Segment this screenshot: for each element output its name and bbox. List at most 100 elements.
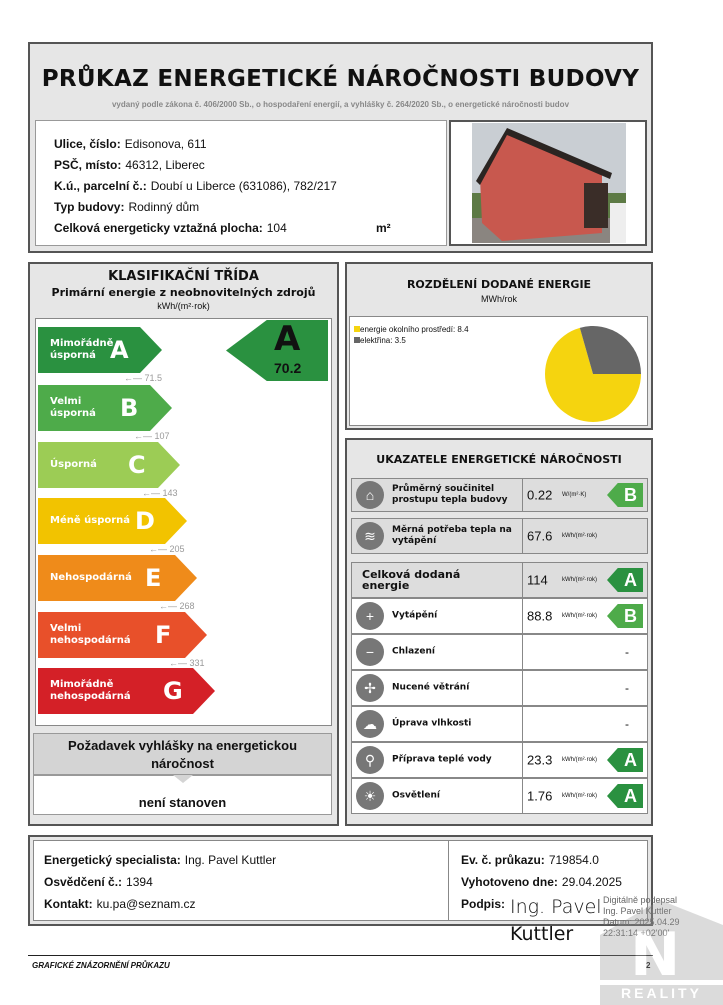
bar-letter: E xyxy=(145,564,162,592)
house-icon: ⌂ xyxy=(356,481,384,509)
svg-text:N: N xyxy=(630,920,680,980)
date-value: 29.04.2025 xyxy=(561,875,622,889)
field-label: Ulice, číslo: xyxy=(54,137,121,151)
bar-label: Úsporná xyxy=(50,459,97,470)
page-subtitle: vydaný podle zákona č. 406/2000 Sb., o h… xyxy=(111,100,570,109)
bar-letter: C xyxy=(128,451,146,479)
digital-signature-line: Datum: 2025.04.29 xyxy=(603,917,680,928)
specialist-name: Ing. Pavel Kuttler xyxy=(184,853,277,867)
indicator-value: 23.3 xyxy=(527,752,553,768)
specialist-details: Energetický specialista: Ing. Pavel Kuttl… xyxy=(33,840,648,921)
date-label: Vyhotoveno dne: xyxy=(461,875,558,889)
signature-label: Podpis: xyxy=(461,897,505,911)
bar-label: Nehospodárná xyxy=(50,572,132,583)
bar-letter: G xyxy=(163,677,183,705)
indicator-row: ☀ Osvětlení 1.76 kWh/(m²·rok) A xyxy=(351,778,648,814)
digital-signature: Digitálně podepsal Ing. Pavel Kuttler Da… xyxy=(603,895,680,939)
contact-label: Kontakt: xyxy=(44,897,93,911)
indicator-value: - xyxy=(625,681,629,695)
field-value: Rodinný dům xyxy=(128,200,200,214)
faucet-icon: ⚲ xyxy=(356,746,384,774)
pie-legend: energie okolního prostředí: 8.4 elektřin… xyxy=(354,324,469,346)
indicator-name: Průměrný součinitel prostupu tepla budov… xyxy=(392,484,508,505)
column-divider xyxy=(522,707,523,741)
bar-letter: F xyxy=(155,621,172,649)
field-value: 46312, Liberec xyxy=(125,158,205,172)
indicator-row: ✢ Nucené větrání - xyxy=(351,670,648,706)
field-label: PSČ, místo: xyxy=(54,158,122,172)
energy-class-bar-f: Velmi nehospodárná F xyxy=(38,612,207,658)
distribution-title: ROZDĚLENÍ DODANÉ ENERGIE xyxy=(406,278,592,291)
indicator-value: 0.22 xyxy=(527,487,553,503)
indicator-class-badge: B xyxy=(607,604,643,628)
indicator-name: Úprava vlhkosti xyxy=(392,718,472,729)
legend-label: energie okolního prostředí: 8.4 xyxy=(360,325,469,334)
signature-name-line2: Kuttler xyxy=(510,923,574,945)
energy-class-bar-e: Nehospodárná E xyxy=(38,555,197,601)
energy-class-bar-b: Velmi úsporná B xyxy=(38,385,172,431)
humidity-icon: ☁ xyxy=(356,710,384,738)
indicator-name: Osvětlení xyxy=(392,790,440,801)
indicator-unit: kWh/(m²·rok) xyxy=(562,757,597,763)
classification-title: KLASIFIKAČNÍ TŘÍDA xyxy=(108,269,259,284)
lightbulb-icon: ☀ xyxy=(356,782,384,810)
energy-class-bar-a: Mimořádně úsporná A xyxy=(38,327,162,373)
certificate-number: 1394 xyxy=(126,875,153,889)
indicator-row: ⚲ Příprava teplé vody 23.3 kWh/(m²·rok) … xyxy=(351,742,648,778)
indicator-value: 114 xyxy=(527,572,548,588)
indicator-value: 88.8 xyxy=(527,608,553,624)
class-threshold: ←— 331 xyxy=(169,658,205,668)
class-threshold: ←— 143 xyxy=(142,488,178,498)
indicator-value: - xyxy=(625,645,629,659)
bar-label: Mimořádně úsporná xyxy=(50,338,114,361)
building-photo-frame xyxy=(449,120,647,246)
digital-signature-line: Ing. Pavel Kuttler xyxy=(603,906,672,916)
column-divider xyxy=(522,479,523,511)
bar-letter: B xyxy=(120,394,139,422)
specialist-label: Energetický specialista: xyxy=(44,853,181,867)
class-threshold: ←— 71.5 xyxy=(124,373,163,383)
column-divider xyxy=(522,635,523,669)
footer-text: GRAFICKÉ ZNÁZORNĚNÍ PRŮKAZU xyxy=(32,961,170,970)
column-divider xyxy=(522,779,523,813)
indicator-name: Nucené větrání xyxy=(392,682,470,693)
indicator-row: Celková dodaná energie 114 kWh/(m²·rok) … xyxy=(351,562,648,598)
indicator-name: Měrná potřeba tepla na vytápění xyxy=(392,525,512,546)
distribution-chart: energie okolního prostředí: 8.4 elektřin… xyxy=(349,316,648,426)
page-number: 2 xyxy=(646,961,650,970)
certificate-label: Osvědčení č.: xyxy=(44,875,123,889)
divider xyxy=(448,841,449,920)
field-value: 104 xyxy=(266,221,287,235)
digital-signature-line: Digitálně podepsal xyxy=(603,895,678,905)
indicator-row: ☁ Úprava vlhkosti - xyxy=(351,706,648,742)
indicator-row: + Vytápění 88.8 kWh/(m²·rok) B xyxy=(351,598,648,634)
legend-swatch xyxy=(354,326,360,332)
class-threshold: ←— 268 xyxy=(159,601,195,611)
indicator-value: - xyxy=(625,717,629,731)
indicator-unit: kWh/(m²·rok) xyxy=(562,533,597,539)
indicator-class-badge: A xyxy=(607,748,643,772)
requirement-title: Požadavek vyhlášky na energetickou nároč… xyxy=(33,733,332,775)
column-divider xyxy=(522,519,523,553)
legend-swatch xyxy=(354,337,360,343)
indicator-name: Příprava teplé vody xyxy=(392,754,492,765)
field-value: Doubí u Liberce (631086), 782/217 xyxy=(150,179,337,193)
bar-label: Méně úsporná xyxy=(50,515,131,526)
indicator-name: Vytápění xyxy=(392,610,438,621)
indicator-unit: W/(m²·K) xyxy=(562,492,587,498)
indicator-value: 67.6 xyxy=(527,528,553,544)
contact-email[interactable]: ku.pa@seznam.cz xyxy=(96,897,196,911)
result-class-letter: A xyxy=(274,319,301,359)
energy-class-bar-d: Méně úsporná D xyxy=(38,498,187,544)
distribution-unit: MWh/rok xyxy=(481,294,517,304)
reality-watermark-logo: N REALITY xyxy=(600,895,723,1005)
field-label: Celková energeticky vztažná plocha: xyxy=(54,221,263,235)
area-unit: m² xyxy=(376,221,391,235)
building-details: Ulice, číslo: Edisonova, 611 PSČ, místo: 4… xyxy=(35,120,447,246)
indicators-title: UKAZATELE ENERGETICKÉ NÁROČNOSTI xyxy=(376,453,622,466)
indicator-row: − Chlazení - xyxy=(351,634,648,670)
digital-signature-line: 22:31:14 +02'00' xyxy=(603,928,680,939)
requirement-arrow-icon xyxy=(173,775,193,783)
bar-letter: A xyxy=(110,336,129,364)
indicator-row: ≋ Měrná potřeba tepla na vytápění 67.6 k… xyxy=(351,518,648,554)
